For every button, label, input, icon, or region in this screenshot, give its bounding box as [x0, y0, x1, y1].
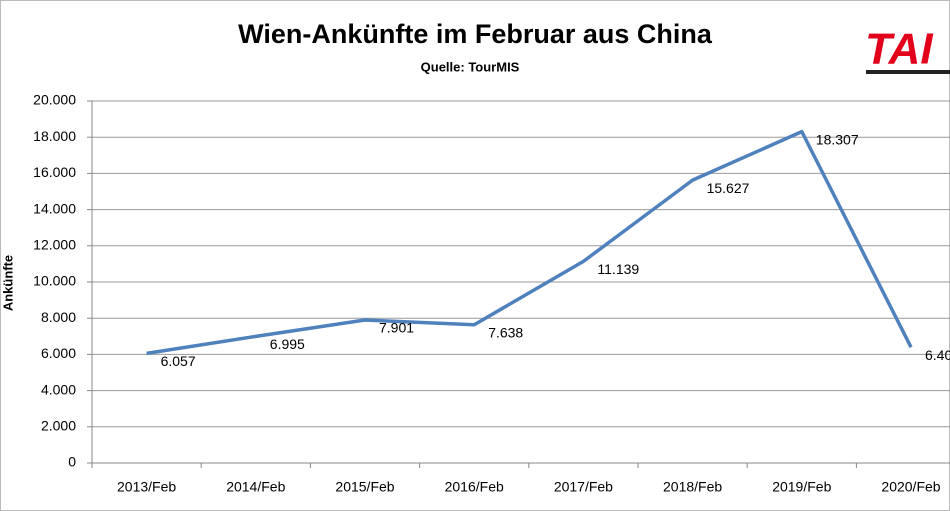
y-axis-label: Ankünfte — [0, 255, 15, 311]
y-tick-label: 10.000 — [33, 273, 76, 289]
x-tick-label: 2020/Feb — [881, 479, 940, 495]
y-tick-label: 12.000 — [33, 237, 76, 253]
x-tick-label: 2014/Feb — [226, 479, 285, 495]
data-label: 6.057 — [161, 353, 196, 369]
x-tick-label: 2016/Feb — [445, 479, 504, 495]
data-label: 11.139 — [597, 261, 639, 277]
data-label: 15.627 — [707, 180, 750, 196]
x-tick-label: 2019/Feb — [772, 479, 831, 495]
x-tick-label: 2013/Feb — [117, 479, 176, 495]
y-tick-label: 4.000 — [41, 381, 76, 397]
y-tick-label: 2.000 — [41, 418, 76, 434]
x-tick-label: 2015/Feb — [335, 479, 394, 495]
data-label: 7.901 — [379, 320, 414, 336]
y-tick-label: 16.000 — [33, 164, 76, 180]
chart-title: Wien-Ankünfte im Februar aus China — [238, 19, 713, 49]
logo: TAI — [865, 25, 950, 74]
x-tick-label: 2017/Feb — [554, 479, 613, 495]
y-tick-label: 14.000 — [33, 200, 76, 216]
data-label: 6.995 — [270, 336, 305, 352]
data-label: 18.307 — [816, 131, 859, 147]
logo-bar — [866, 70, 950, 74]
line-series — [146, 129, 913, 356]
data-label: 6.40 — [925, 347, 950, 363]
y-tick-label: 6.000 — [41, 345, 76, 361]
y-tick-label: 18.000 — [33, 128, 76, 144]
y-tick-label: 0 — [68, 454, 76, 470]
x-tick-label: 2018/Feb — [663, 479, 722, 495]
data-label: 7.638 — [488, 324, 523, 340]
logo-text: TAI — [865, 25, 933, 74]
y-tick-label: 8.000 — [41, 309, 76, 325]
chart-subtitle: Quelle: TourMIS — [421, 59, 520, 74]
y-tick-label: 20.000 — [33, 92, 76, 108]
